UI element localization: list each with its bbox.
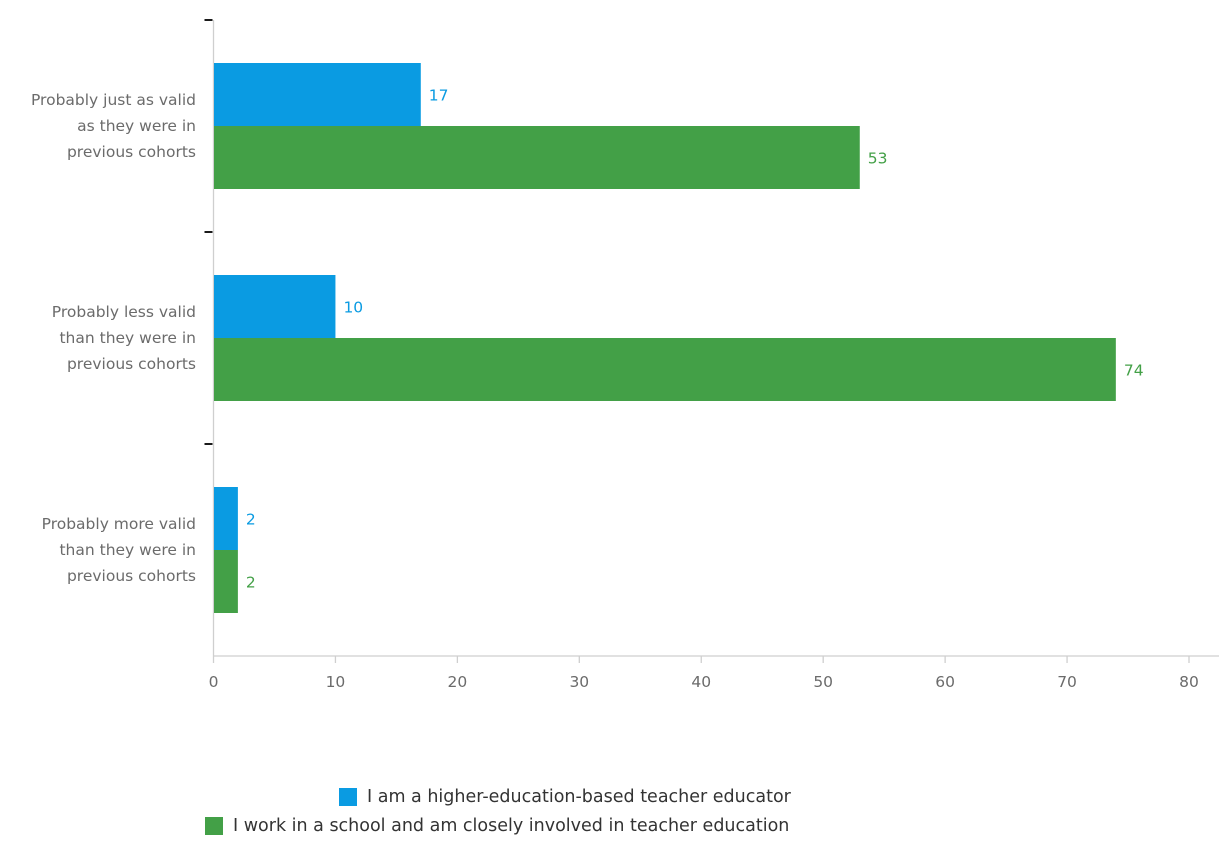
- category-label-line: Probably less valid: [52, 303, 196, 321]
- x-tick-label: 70: [1057, 673, 1077, 691]
- legend-item-higher-education[interactable]: I am a higher-education-based teacher ed…: [339, 782, 965, 811]
- data-label-series-1: 17: [429, 87, 449, 105]
- x-tick-label: 40: [691, 673, 711, 691]
- category-label-line: Probably just as valid: [31, 91, 196, 109]
- x-tick-label: 20: [448, 673, 468, 691]
- category-label-line: as they were in: [77, 117, 196, 135]
- category-label-line: previous cohorts: [67, 355, 196, 373]
- category-label-line: than they were in: [59, 329, 196, 347]
- axes: [204, 19, 1219, 663]
- bar-series-1: [214, 63, 421, 126]
- x-tick-label: 10: [326, 673, 346, 691]
- x-tick-label: 50: [813, 673, 833, 691]
- category-label: Probably just as valid as they were in pre…: [31, 91, 196, 161]
- data-label-series-1: 10: [343, 299, 363, 317]
- category-label: Probably more valid than they were in prev…: [42, 515, 196, 585]
- legend-label-higher-education: I am a higher-education-based teacher ed…: [367, 786, 791, 807]
- category-label-line: previous cohorts: [67, 567, 196, 585]
- legend-swatch-higher-education: [339, 787, 357, 806]
- legend-label-school: I work in a school and am closely involv…: [233, 815, 790, 836]
- bar-series-2: [214, 550, 238, 613]
- legend-swatch-school: [205, 816, 223, 835]
- labels: 0 10 20 30 40 50 60 70 80 Probably just as valid a…: [31, 87, 1199, 692]
- bar-series-2: [214, 338, 1116, 401]
- bar-series-1: [214, 275, 336, 338]
- x-tick-label: 60: [935, 673, 955, 691]
- category-label-line: previous cohorts: [67, 143, 196, 161]
- x-tick-label: 0: [209, 673, 219, 691]
- legend: I am a higher-education-based teacher ed…: [205, 782, 965, 840]
- bar-series-2: [214, 126, 860, 189]
- category-label-line: than they were in: [59, 541, 196, 559]
- x-tick-label: 80: [1179, 673, 1199, 691]
- data-label-series-2: 74: [1124, 362, 1144, 380]
- data-label-series-1: 2: [246, 511, 256, 529]
- legend-item-school[interactable]: I work in a school and am closely involv…: [205, 811, 965, 840]
- bars: [214, 63, 1116, 613]
- x-tick-label: 30: [569, 673, 589, 691]
- category-label: Probably less valid than they were in prev…: [52, 303, 196, 373]
- category-label-line: Probably more valid: [42, 515, 196, 533]
- bar-series-1: [214, 487, 238, 550]
- data-label-series-2: 2: [246, 574, 256, 592]
- data-label-series-2: 53: [868, 150, 888, 168]
